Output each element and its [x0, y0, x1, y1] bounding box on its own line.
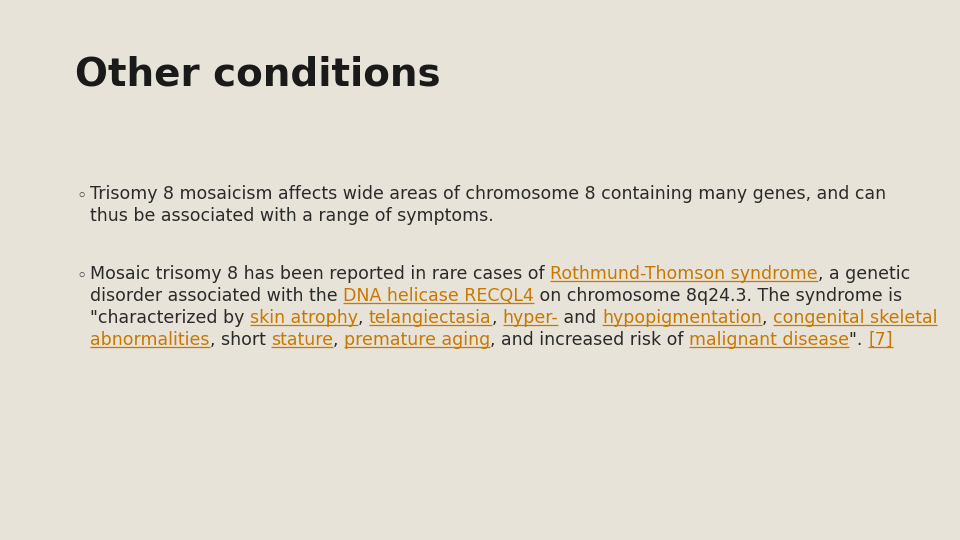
Text: Mosaic trisomy 8 has been reported in rare cases of: Mosaic trisomy 8 has been reported in ra… [90, 265, 550, 283]
Text: ,: , [358, 309, 369, 327]
Text: skin atrophy: skin atrophy [250, 309, 358, 327]
Text: abnormalities: abnormalities [90, 331, 209, 349]
Text: Rothmund-Thomson syndrome: Rothmund-Thomson syndrome [550, 265, 818, 283]
Text: congenital skeletal: congenital skeletal [773, 309, 937, 327]
Text: , a genetic: , a genetic [818, 265, 910, 283]
Text: Other conditions: Other conditions [75, 55, 441, 93]
Text: disorder associated with the: disorder associated with the [90, 287, 343, 305]
Text: DNA helicase RECQL4: DNA helicase RECQL4 [343, 287, 534, 305]
Text: [7]: [7] [868, 331, 893, 349]
Text: ◦: ◦ [76, 187, 86, 205]
Text: ,: , [762, 309, 773, 327]
Text: thus be associated with a range of symptoms.: thus be associated with a range of sympt… [90, 207, 493, 225]
Text: , and increased risk of: , and increased risk of [491, 331, 689, 349]
Text: hypopigmentation: hypopigmentation [602, 309, 762, 327]
Text: ,: , [492, 309, 502, 327]
Text: Trisomy 8 mosaicism affects wide areas of chromosome 8 containing many genes, an: Trisomy 8 mosaicism affects wide areas o… [90, 185, 886, 203]
Text: ".: ". [850, 331, 868, 349]
Text: premature aging: premature aging [344, 331, 491, 349]
Text: ◦: ◦ [76, 267, 86, 285]
Text: telangiectasia: telangiectasia [369, 309, 492, 327]
Text: stature: stature [271, 331, 333, 349]
Text: ,: , [333, 331, 344, 349]
Text: , short: , short [209, 331, 271, 349]
Text: and: and [559, 309, 602, 327]
Text: hyper-: hyper- [502, 309, 559, 327]
Text: malignant disease: malignant disease [689, 331, 850, 349]
Text: on chromosome 8q24.3. The syndrome is: on chromosome 8q24.3. The syndrome is [534, 287, 902, 305]
Text: "characterized by: "characterized by [90, 309, 250, 327]
